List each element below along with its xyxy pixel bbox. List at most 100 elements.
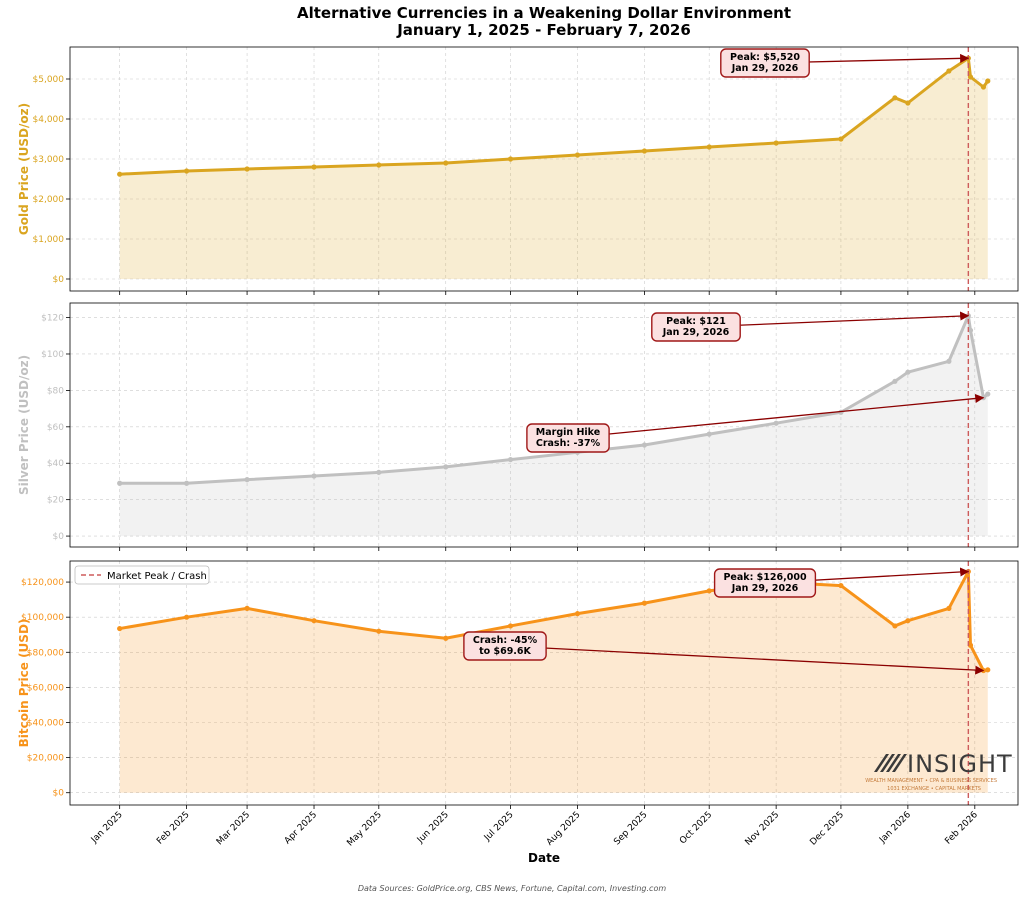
bitcoin-ytick-label: $40,000 <box>27 718 64 728</box>
bitcoin-point <box>311 618 317 624</box>
gold-ytick-label: $4,000 <box>33 115 65 125</box>
gold-point <box>244 166 250 172</box>
gold-point <box>946 68 952 74</box>
x-tick-label: Aug 2025 <box>545 810 583 848</box>
silver-point <box>985 391 991 397</box>
silver-ytick-label: $100 <box>41 350 64 360</box>
silver-point <box>184 480 190 486</box>
bitcoin-annotation-text: to $69.6K <box>479 646 531 657</box>
legend-label: Market Peak / Crash <box>107 571 207 582</box>
gold-ytick-label: $5,000 <box>33 75 65 85</box>
x-axis-label: Date <box>528 851 560 865</box>
silver-point <box>905 369 911 375</box>
bitcoin-annotation-box <box>713 568 817 598</box>
gold-point <box>838 136 844 142</box>
gold-ytick-label: $2,000 <box>33 195 65 205</box>
source-note: Data Sources: GoldPrice.org, CBS News, F… <box>358 884 666 893</box>
gold-annotation-box <box>720 48 810 78</box>
x-tick-label: May 2025 <box>345 810 383 848</box>
gold-point <box>967 74 974 80</box>
silver-point <box>773 420 779 426</box>
gold-frame <box>69 46 1019 292</box>
legend-box <box>74 565 210 585</box>
bitcoin-point <box>641 600 648 606</box>
silver-area <box>119 315 988 537</box>
bitcoin-ytick-label: $100,000 <box>21 613 64 623</box>
bitcoin-point <box>892 623 898 629</box>
gold-point <box>905 100 911 106</box>
silver-point <box>967 327 974 333</box>
bitcoin-point <box>967 642 974 648</box>
gold-point <box>443 160 449 166</box>
silver-point <box>892 378 898 384</box>
gold-point <box>376 162 382 168</box>
x-tick-label: Jan 2025 <box>89 810 125 846</box>
bitcoin-point <box>838 582 844 589</box>
silver-ytick-label: $80 <box>47 386 64 396</box>
gold-area <box>119 58 988 280</box>
x-tick-label: Feb 2025 <box>155 810 192 847</box>
bitcoin-panel: $0 $20,000 $40,000 $60,000 $80,000 $100,000 $1… <box>17 560 1019 809</box>
bitcoin-point <box>376 628 382 634</box>
gold-point <box>117 171 123 177</box>
chart-title-line2: January 1, 2025 - February 7, 2026 <box>396 21 691 39</box>
silver-annotation-arrow <box>695 311 970 328</box>
bitcoin-ytick-label: $120,000 <box>21 578 64 588</box>
bitcoin-ytick-label: $20,000 <box>27 754 64 764</box>
bitcoin-point <box>985 667 991 673</box>
bitcoin-point <box>244 605 250 611</box>
x-tick-label: Jan 2026 <box>877 810 913 846</box>
bitcoin-annotation-text: Peak: $126,000 <box>723 572 807 583</box>
silver-ytick-label: $20 <box>47 496 64 506</box>
bitcoin-ytick-label: $60,000 <box>27 683 64 693</box>
bitcoin-annotation-text: Jan 29, 2026 <box>731 583 799 594</box>
silver-point <box>443 464 449 470</box>
x-tick-label: Apr 2025 <box>283 810 319 846</box>
silver-point <box>244 477 250 483</box>
logo-mark-icon <box>874 754 907 772</box>
silver-annotation-arrow <box>567 393 985 439</box>
gold-point <box>507 156 514 162</box>
insight-logo: INSIGHT WEALTH MANAGEMENT • CPA & BUSINE… <box>865 750 1011 792</box>
x-tick-label: Nov 2025 <box>744 810 782 848</box>
silver-annotation-text: Jan 29, 2026 <box>662 327 730 338</box>
silver-point <box>507 456 514 463</box>
logo-line2: 1031 EXCHANGE • CAPITAL MARKETS <box>887 786 981 792</box>
silver-ytick-label: $40 <box>47 459 64 469</box>
silver-ytick-label: $0 <box>53 532 65 542</box>
silver-ytick-label: $60 <box>47 423 64 433</box>
silver-y-axis-label: Silver Price (USD/oz) <box>17 355 31 495</box>
silver-point <box>376 469 382 475</box>
bitcoin-ytick-label: $80,000 <box>27 648 64 658</box>
legend: Market Peak / Crash <box>74 565 210 585</box>
silver-annotation-box <box>526 423 610 453</box>
silver-frame <box>69 302 1019 548</box>
gold-annotation-text: Peak: $5,520 <box>730 52 800 63</box>
silver-annotation-box <box>651 312 741 342</box>
bitcoin-frame <box>69 560 1019 806</box>
bitcoin-annotation-text: Crash: -45% <box>473 635 538 646</box>
bitcoin-point <box>184 614 190 620</box>
bitcoin-point <box>117 625 123 632</box>
x-tick-label: Jun 2025 <box>415 810 451 846</box>
bitcoin-annotation-arrow <box>504 645 985 675</box>
x-tick-label: Mar 2025 <box>215 810 252 847</box>
gold-ytick-label: $1,000 <box>33 235 65 245</box>
gold-point <box>641 148 648 154</box>
gold-y-axis-label: Gold Price (USD/oz) <box>17 103 31 235</box>
gold-point <box>773 140 779 146</box>
silver-point <box>946 358 952 364</box>
gold-point <box>184 168 190 174</box>
gold-point <box>985 78 991 84</box>
silver-annotation-text: Crash: -37% <box>536 438 601 449</box>
silver-ytick-label: $120 <box>41 314 64 324</box>
bitcoin-point <box>443 635 449 641</box>
gold-point <box>311 164 317 170</box>
bitcoin-annotation-box <box>463 631 547 661</box>
bitcoin-y-axis-label: Bitcoin Price (USD) <box>17 619 31 748</box>
x-tick-label: Dec 2025 <box>808 810 846 848</box>
gold-panel: $0 $1,000 $2,000 $3,000 $4,000 $5,000 Peak: $5… <box>17 46 1019 295</box>
silver-point <box>117 480 123 486</box>
